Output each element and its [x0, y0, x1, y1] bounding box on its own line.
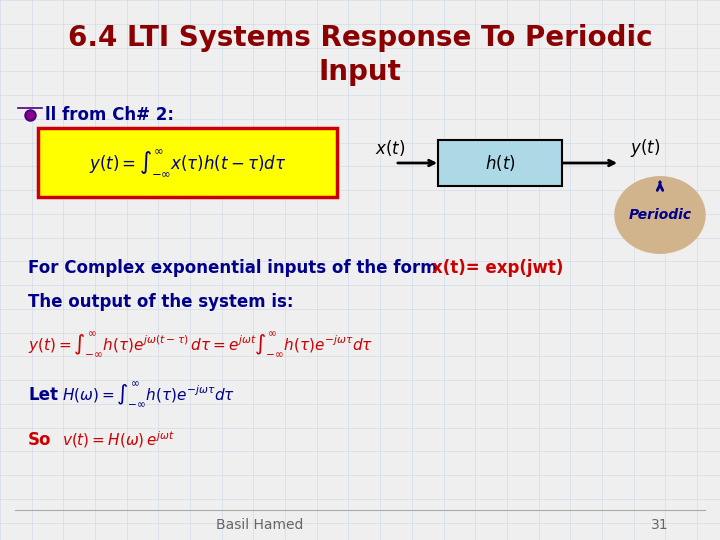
FancyBboxPatch shape — [38, 128, 337, 197]
Text: $y(t)$: $y(t)$ — [630, 137, 660, 159]
Text: $y(t) = \int_{-\infty}^{\infty} x(\tau)h(t-\tau)d\tau$: $y(t) = \int_{-\infty}^{\infty} x(\tau)h… — [89, 147, 287, 178]
Text: So: So — [28, 431, 52, 449]
Text: Basil Hamed: Basil Hamed — [216, 518, 304, 532]
Text: For Complex exponential inputs of the form: For Complex exponential inputs of the fo… — [28, 259, 438, 277]
Text: $y(t) = \int_{-\infty}^{\infty} h(\tau)e^{j\omega(t-\tau)}\,d\tau = e^{j\omega t: $y(t) = \int_{-\infty}^{\infty} h(\tau)e… — [28, 330, 373, 360]
Text: $H(\omega) = \int_{-\infty}^{\infty} h(\tau)e^{-j\omega\tau}d\tau$: $H(\omega) = \int_{-\infty}^{\infty} h(\… — [62, 380, 235, 410]
Text: 31: 31 — [651, 518, 669, 532]
Text: $h(t)$: $h(t)$ — [485, 153, 516, 173]
Text: Periodic: Periodic — [629, 208, 692, 222]
Text: $x(t)$: $x(t)$ — [375, 138, 405, 158]
Text: 6.4 LTI Systems Response To Periodic: 6.4 LTI Systems Response To Periodic — [68, 24, 652, 52]
Text: x(t)= exp(jwt): x(t)= exp(jwt) — [432, 259, 563, 277]
Text: ll from Ch# 2:: ll from Ch# 2: — [45, 106, 174, 124]
Text: Input: Input — [318, 58, 402, 86]
FancyBboxPatch shape — [438, 140, 562, 186]
Ellipse shape — [615, 177, 705, 253]
Text: Let: Let — [28, 386, 58, 404]
Text: The output of the system is:: The output of the system is: — [28, 293, 294, 311]
Text: $v(t) = H(\omega)\, e^{j\omega t}$: $v(t) = H(\omega)\, e^{j\omega t}$ — [62, 430, 175, 450]
